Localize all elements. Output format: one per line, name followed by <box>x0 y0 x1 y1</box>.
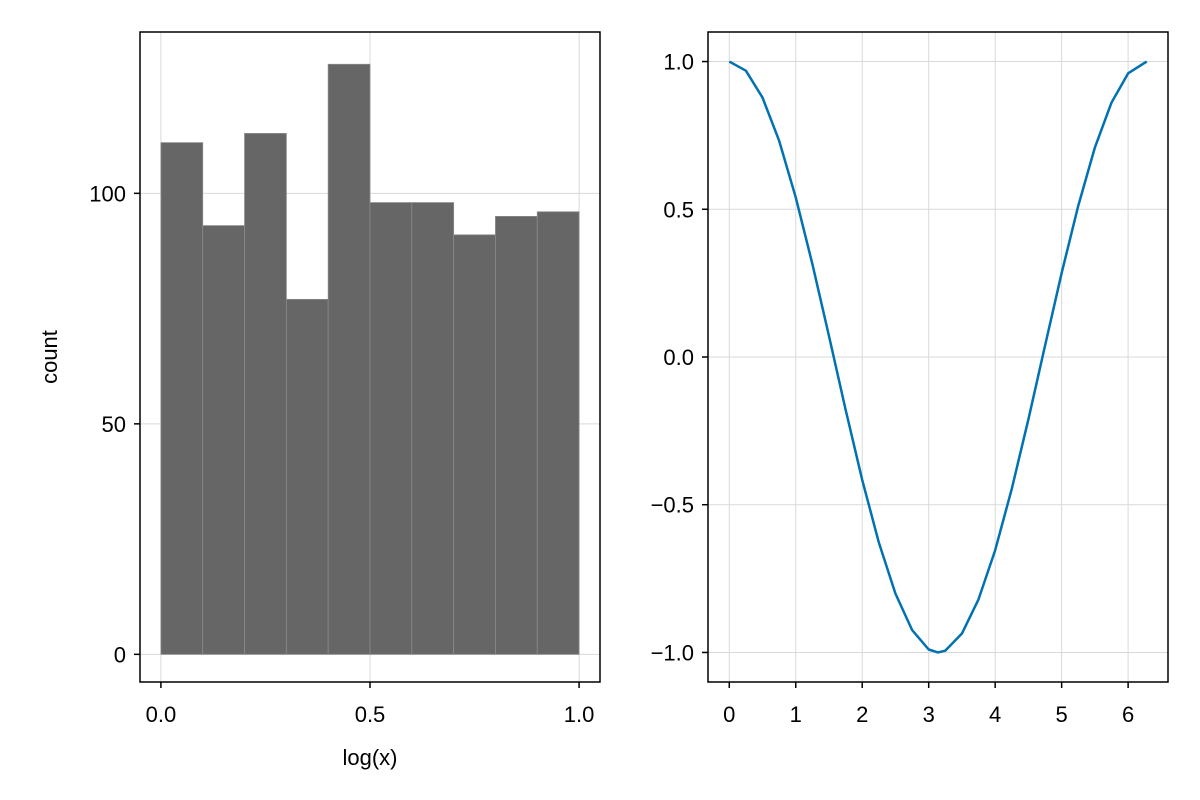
line-plot-tick-marks <box>702 60 1129 688</box>
histogram-x-axis-label: log(x) <box>342 745 397 770</box>
line-plot-y-tick-label: 1.0 <box>663 50 694 75</box>
line-plot-y-tick-label: −0.5 <box>651 493 694 518</box>
histogram-bar <box>411 202 455 655</box>
line-plot-x-tick-label: 3 <box>923 702 935 727</box>
histogram-bar <box>327 63 371 655</box>
line-plot-y-tick-label: 0.5 <box>663 197 694 222</box>
line-plot-tick-labels: 0 1 2 3 4 5 6 −1.0 −0.5 0.0 0.5 1.0 <box>651 50 1135 727</box>
histogram-y-tick-label: 100 <box>89 181 126 206</box>
histogram-bar <box>495 215 538 655</box>
line-plot-grid <box>708 32 1168 682</box>
line-plot-x-tick-label: 4 <box>989 702 1001 727</box>
line-plot-x-tick-label: 0 <box>723 702 735 727</box>
line-plot-y-tick-label: −1.0 <box>651 640 694 665</box>
histogram-x-tick-label: 1.0 <box>564 702 595 727</box>
histogram-y-axis-label: count <box>37 330 62 384</box>
histogram-bar <box>244 133 287 655</box>
histogram-y-tick-label: 0 <box>114 642 126 667</box>
histogram-x-tick-label: 0.5 <box>355 702 386 727</box>
line-plot-x-tick-label: 6 <box>1122 702 1134 727</box>
histogram-tick-marks <box>134 192 580 688</box>
line-plot-x-tick-label: 2 <box>856 702 868 727</box>
line-plot-x-tick-label: 5 <box>1056 702 1068 727</box>
line-plot-x-tick-label: 1 <box>790 702 802 727</box>
histogram-tick-labels: 0.0 0.5 1.0 0 50 100 <box>89 181 594 727</box>
histogram-y-tick-label: 50 <box>102 412 126 437</box>
line-plot-panel: 0 1 2 3 4 5 6 −1.0 −0.5 0.0 0.5 1.0 <box>651 31 1169 727</box>
line-plot-y-tick-label: 0.0 <box>663 345 694 370</box>
cosine-series-line <box>728 60 1148 654</box>
histogram-bar <box>453 234 496 655</box>
histogram-panel: 0.0 0.5 1.0 0 50 100 log(x) count <box>37 31 601 770</box>
histogram-bar <box>285 298 329 655</box>
histogram-bar <box>202 225 245 655</box>
histogram-bar <box>369 202 413 655</box>
histogram-x-tick-label: 0.0 <box>146 702 177 727</box>
histogram-bars <box>160 63 580 655</box>
histogram-bar <box>536 211 580 655</box>
histogram-bar <box>160 142 204 655</box>
